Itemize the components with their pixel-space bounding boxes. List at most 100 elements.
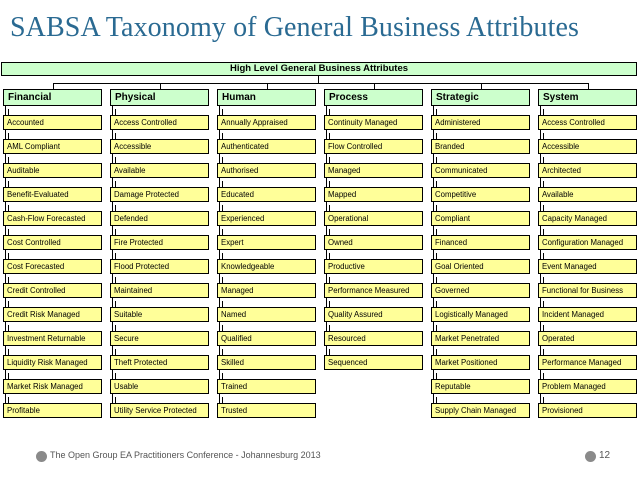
- attribute-box: Capacity Managed: [538, 211, 637, 226]
- connector-line: [8, 133, 9, 139]
- connector-line: [222, 205, 223, 211]
- connector-line: [436, 157, 437, 163]
- attribute-box: Functional for Business: [538, 283, 637, 298]
- attribute-box: Productive: [324, 259, 423, 274]
- attribute-box: Supply Chain Managed: [431, 403, 530, 418]
- connector-line: [329, 205, 330, 211]
- connector-line: [115, 205, 116, 211]
- attribute-box: Cost Forecasted: [3, 259, 102, 274]
- attribute-box: Performance Managed: [538, 355, 637, 370]
- attribute-box: Compliant: [431, 211, 530, 226]
- attribute-box: Usable: [110, 379, 209, 394]
- connector-line: [329, 181, 330, 187]
- connector-line: [115, 301, 116, 307]
- slide-title: SABSA Taxonomy of General Business Attri…: [10, 12, 580, 43]
- connector-line: [329, 229, 330, 235]
- footer-text: The Open Group EA Practitioners Conferen…: [50, 450, 321, 460]
- attribute-box: Market Penetrated: [431, 331, 530, 346]
- connector-line: [480, 83, 482, 89]
- connector-line: [266, 83, 268, 89]
- attribute-box: Suitable: [110, 307, 209, 322]
- connector-line: [436, 181, 437, 187]
- connector-line: [436, 277, 437, 283]
- attribute-box: Goal Oriented: [431, 259, 530, 274]
- connector-line: [543, 277, 544, 283]
- attribute-box: Investment Returnable: [3, 331, 102, 346]
- attribute-box: Resourced: [324, 331, 423, 346]
- connector-line: [540, 106, 541, 403]
- connector-line: [436, 301, 437, 307]
- connector-line: [329, 253, 330, 259]
- connector-line: [436, 133, 437, 139]
- connector-line: [115, 349, 116, 355]
- connector-line: [115, 157, 116, 163]
- attribute-box: Owned: [324, 235, 423, 250]
- attribute-box: Event Managed: [538, 259, 637, 274]
- connector-line: [543, 229, 544, 235]
- connector-line: [8, 277, 9, 283]
- connector-line: [318, 76, 319, 83]
- connector-line: [115, 325, 116, 331]
- connector-line: [543, 325, 544, 331]
- attribute-box: Secure: [110, 331, 209, 346]
- connector-line: [222, 397, 223, 403]
- category-strategic: Strategic: [431, 89, 530, 106]
- attribute-box: Available: [538, 187, 637, 202]
- attribute-box: Cost Controlled: [3, 235, 102, 250]
- connector-line: [543, 205, 544, 211]
- attribute-box: Architected: [538, 163, 637, 178]
- attribute-box: Operational: [324, 211, 423, 226]
- connector-line: [329, 157, 330, 163]
- attribute-box: Performance Measured: [324, 283, 423, 298]
- connector-line: [8, 397, 9, 403]
- attribute-box: Profitable: [3, 403, 102, 418]
- attribute-box: Communicated: [431, 163, 530, 178]
- category-financial: Financial: [3, 89, 102, 106]
- attribute-box: Accounted: [3, 115, 102, 130]
- connector-line: [543, 253, 544, 259]
- category-system: System: [538, 89, 637, 106]
- connector-line: [115, 373, 116, 379]
- attribute-box: Market Positioned: [431, 355, 530, 370]
- connector-line: [8, 157, 9, 163]
- attribute-box: Trained: [217, 379, 316, 394]
- connector-line: [222, 133, 223, 139]
- connector-line: [329, 325, 330, 331]
- attribute-box: Branded: [431, 139, 530, 154]
- attribute-box: Cash-Flow Forecasted: [3, 211, 102, 226]
- connector-line: [329, 277, 330, 283]
- attribute-box: Credit Risk Managed: [3, 307, 102, 322]
- connector-line: [436, 205, 437, 211]
- connector-line: [436, 373, 437, 379]
- attribute-box: Qualified: [217, 331, 316, 346]
- attribute-box: Annually Appraised: [217, 115, 316, 130]
- connector-line: [222, 277, 223, 283]
- attribute-box: Mapped: [324, 187, 423, 202]
- connector-line: [329, 133, 330, 139]
- connector-line: [543, 109, 544, 115]
- page-bullet-icon: [585, 451, 596, 462]
- attribute-box: Access Controlled: [538, 115, 637, 130]
- connector-line: [222, 373, 223, 379]
- attribute-box: Expert: [217, 235, 316, 250]
- attribute-box: Quality Assured: [324, 307, 423, 322]
- connector-line: [8, 181, 9, 187]
- connector-line: [436, 109, 437, 115]
- connector-line: [222, 301, 223, 307]
- connector-line: [52, 83, 588, 84]
- attribute-box: Operated: [538, 331, 637, 346]
- attribute-box: Market Risk Managed: [3, 379, 102, 394]
- connector-line: [115, 181, 116, 187]
- connector-line: [436, 325, 437, 331]
- connector-line: [543, 133, 544, 139]
- connector-line: [543, 157, 544, 163]
- attribute-box: Financed: [431, 235, 530, 250]
- attribute-box: AML Compliant: [3, 139, 102, 154]
- attribute-box: Sequenced: [324, 355, 423, 370]
- connector-line: [222, 157, 223, 163]
- connector-line: [587, 83, 589, 89]
- diagram-header: High Level General Business Attributes: [1, 62, 637, 76]
- attribute-box: Utility Service Protected: [110, 403, 209, 418]
- attribute-box: Configuration Managed: [538, 235, 637, 250]
- attribute-box: Logistically Managed: [431, 307, 530, 322]
